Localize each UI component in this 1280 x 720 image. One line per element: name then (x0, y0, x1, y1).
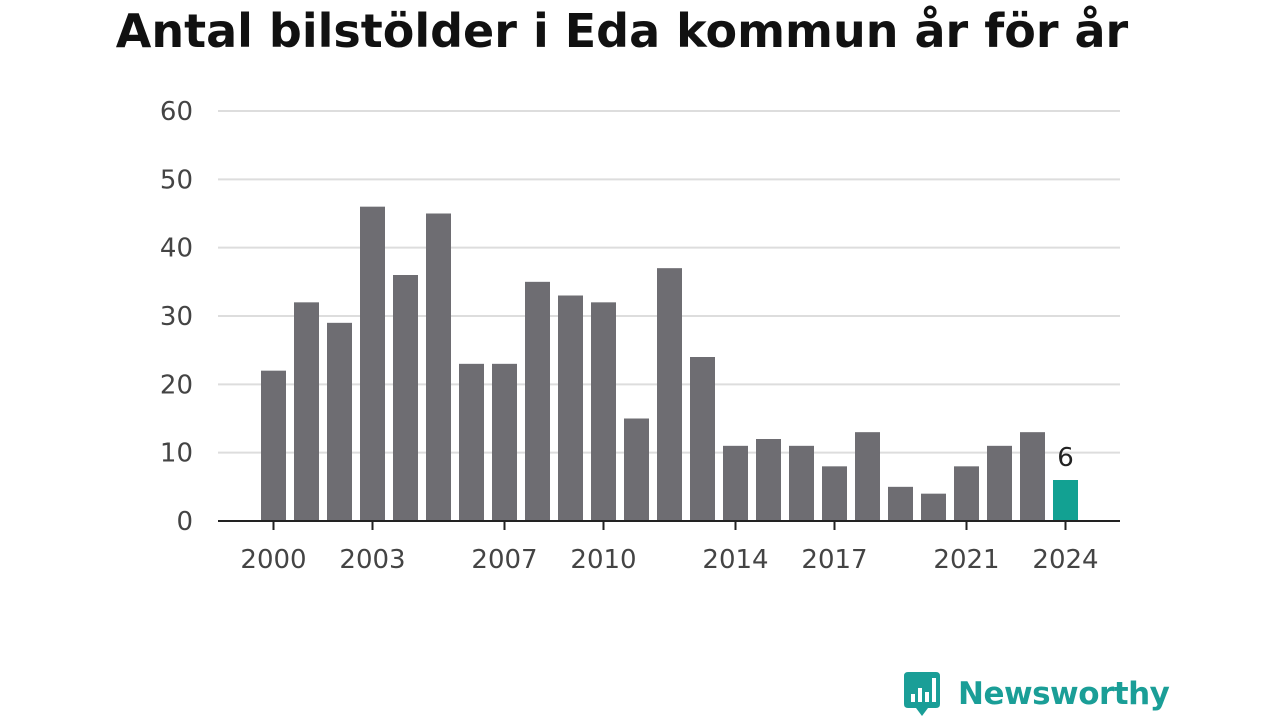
newsworthy-logo-icon (904, 672, 940, 716)
bar-2004 (393, 275, 418, 521)
x-tick-label: 2000 (240, 545, 306, 575)
bar-2005 (426, 213, 451, 521)
bar-2016 (789, 445, 814, 521)
bar-2011 (624, 418, 649, 521)
x-tick-label: 2024 (1032, 545, 1098, 575)
x-tick-label: 2007 (471, 545, 537, 575)
y-tick-label: 40 (160, 234, 193, 264)
x-tick-label: 2014 (702, 545, 768, 575)
x-tick-label: 2003 (339, 545, 405, 575)
bar-2009 (558, 295, 583, 521)
y-tick-label: 10 (160, 439, 193, 469)
bar-2017 (822, 466, 847, 521)
brand-name: Newsworthy (958, 676, 1170, 712)
brand-footer: Newsworthy (902, 670, 1170, 718)
bar-2013 (690, 357, 715, 521)
bar-2022 (987, 445, 1012, 521)
bar-2012 (657, 268, 682, 521)
data-labels: 6 (1057, 443, 1074, 473)
bar-2002 (327, 322, 352, 521)
x-axis (218, 520, 1120, 530)
y-tick-label: 50 (160, 165, 193, 195)
bar-2023 (1020, 432, 1045, 521)
data-label-2024: 6 (1057, 443, 1074, 473)
y-tick-label: 20 (160, 370, 193, 400)
bar-2010 (591, 302, 616, 521)
bar-2020 (921, 493, 946, 521)
bar-2003 (360, 206, 385, 521)
bar-2018 (855, 432, 880, 521)
bar-2008 (525, 281, 550, 521)
y-tick-label: 30 (160, 302, 193, 332)
bar-2006 (459, 363, 484, 521)
bar-2007 (492, 363, 517, 521)
bar-2019 (888, 486, 913, 521)
bar-2024 (1053, 480, 1078, 521)
x-tick-label: 2021 (933, 545, 999, 575)
y-tick-label: 60 (160, 97, 193, 127)
y-tick-label: 0 (176, 507, 193, 537)
bar-2015 (756, 439, 781, 521)
bars (261, 206, 1078, 521)
bar-2021 (954, 466, 979, 521)
x-axis-tick-labels: 2000 2003 2007 2010 2014 2017 2021 2024 (240, 545, 1098, 575)
chart-title: Antal bilstölder i Eda kommun år för år (115, 4, 1129, 58)
bar-2000 (261, 370, 286, 521)
x-tick-label: 2010 (570, 545, 636, 575)
y-axis-tick-labels: 0 10 20 30 40 50 60 (160, 97, 193, 537)
x-tick-label: 2017 (801, 545, 867, 575)
bar-2001 (294, 302, 319, 521)
bar-2014 (723, 445, 748, 521)
